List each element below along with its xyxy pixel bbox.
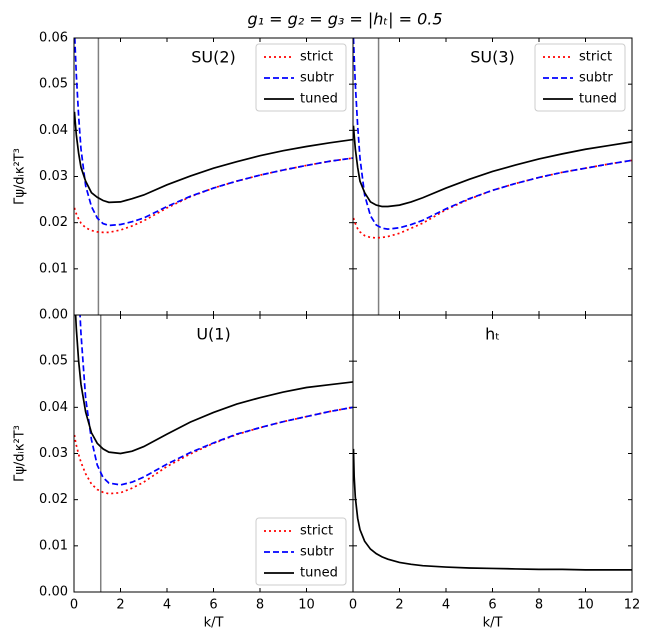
legend-label: subtr — [300, 71, 334, 86]
legend-label: tuned — [300, 566, 338, 581]
legend-label: subtr — [300, 545, 334, 560]
legend-box — [534, 43, 626, 112]
y-tick-label: 0.02 — [39, 215, 68, 230]
data-line — [353, 38, 632, 230]
x-tick-label: 6 — [209, 598, 217, 613]
x-tick-label: 10 — [298, 598, 315, 613]
legend-label: subtr — [579, 71, 613, 86]
y-tick-label: 0.00 — [39, 308, 68, 323]
legend-label: tuned — [579, 92, 617, 107]
y-tick-label: 0.00 — [39, 585, 68, 600]
legend-box — [255, 517, 347, 586]
legend-box — [255, 43, 347, 112]
x-tick-label: 2 — [395, 598, 403, 613]
panel-label: SU(3) — [470, 48, 515, 67]
y-tick-label: 0.03 — [39, 446, 68, 461]
legend-label: strict — [300, 524, 333, 539]
panel: SU(3) strict subtr tuned — [352, 37, 633, 316]
x-tick-label: 4 — [163, 598, 171, 613]
x-tick-label: 0 — [70, 598, 78, 613]
x-tick-label: 8 — [256, 598, 264, 613]
data-line — [353, 448, 632, 571]
panel-label: hₜ — [485, 325, 500, 344]
y-tick-label: 0.06 — [39, 31, 68, 46]
panel: 0.00 0.01 0.02 0.03 0.04 0.05 0.06 SU(2) Γψ/dᵢκ²… — [13, 31, 354, 323]
y-tick-label: 0.01 — [39, 538, 68, 553]
figure-title: g₁ = g₂ = g₃ = |hₜ| = 0.5 — [247, 10, 442, 29]
y-axis-label: Γψ/dᵢκ²T³ — [13, 148, 28, 205]
x-tick-label: 2 — [116, 598, 124, 613]
x-tick-label: 10 — [577, 598, 594, 613]
y-tick-label: 0.02 — [39, 492, 68, 507]
y-tick-label: 0.05 — [39, 77, 68, 92]
data-line — [74, 315, 353, 455]
x-tick-label: 12 — [624, 598, 641, 613]
panel: 0 2 4 6 8 10 12 hₜ k/T — [349, 314, 641, 631]
data-line — [74, 38, 353, 227]
x-axis-label: k/T — [483, 616, 503, 631]
x-tick-label: 0 — [349, 598, 357, 613]
axes-frame — [352, 314, 633, 593]
data-line — [74, 157, 353, 234]
panel-label: SU(2) — [191, 48, 236, 67]
legend-label: strict — [300, 50, 333, 65]
x-tick-label: 8 — [535, 598, 543, 613]
panel-label: U(1) — [196, 325, 230, 344]
data-line — [74, 111, 353, 204]
y-tick-label: 0.03 — [39, 169, 68, 184]
y-tick-label: 0.01 — [39, 261, 68, 276]
data-line — [74, 406, 353, 495]
x-tick-label: 6 — [488, 598, 496, 613]
panel: 0 2 4 6 8 10 0.00 0.01 0.02 0.03 0.04 0.05 U(1) Γψ/dᵢ… — [13, 314, 354, 631]
legend-label: tuned — [300, 92, 338, 107]
data-line — [353, 125, 632, 208]
y-tick-label: 0.05 — [39, 354, 68, 369]
x-axis-label: k/T — [204, 616, 224, 631]
y-tick-label: 0.04 — [39, 123, 68, 138]
y-tick-label: 0.04 — [39, 400, 68, 415]
y-axis-label: Γψ/dᵢκ²T³ — [13, 425, 28, 482]
x-tick-label: 4 — [442, 598, 450, 613]
legend-label: strict — [579, 50, 612, 65]
data-line — [79, 315, 353, 486]
